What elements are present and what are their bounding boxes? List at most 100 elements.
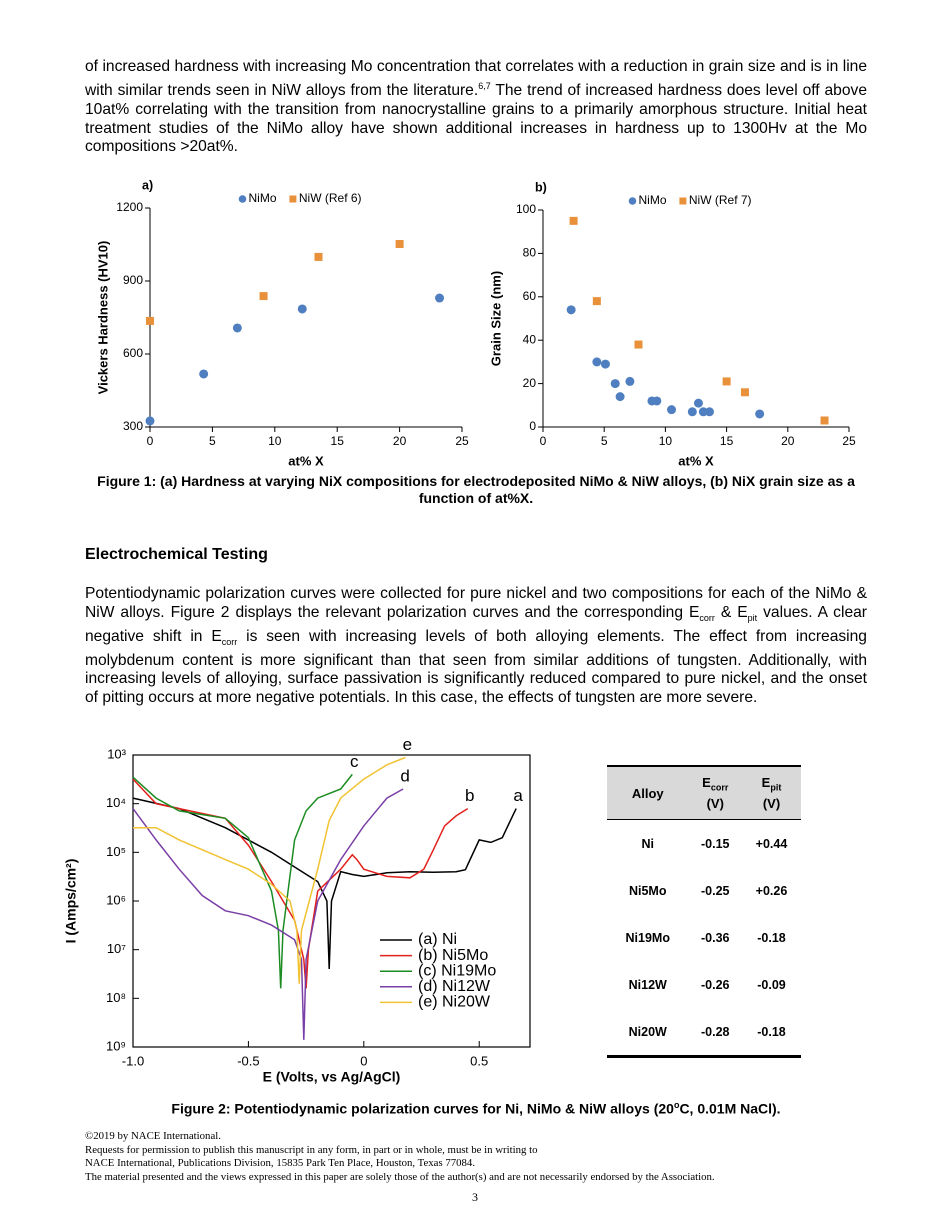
paragraph: Potentiodynamic polarization curves were… bbox=[85, 585, 867, 708]
x-tick-label: 0 bbox=[360, 1053, 367, 1068]
legend-label: NiMo bbox=[639, 193, 667, 207]
x-tick-label: 20 bbox=[781, 434, 795, 448]
x-tick-label: 25 bbox=[455, 434, 469, 448]
section-heading: Electrochemical Testing bbox=[85, 546, 268, 563]
text-run: Potentiodynamic polarization curves were… bbox=[85, 585, 867, 621]
x-tick-label: 25 bbox=[842, 434, 856, 448]
text-run: values. A clear negative shift in E bbox=[85, 603, 867, 645]
y-tick-label: 300 bbox=[123, 419, 143, 433]
y-tick-label: 900 bbox=[123, 273, 143, 287]
data-point bbox=[146, 316, 154, 325]
data-point bbox=[232, 323, 242, 333]
subscript: corr bbox=[710, 782, 729, 793]
table-cell: -0.25 bbox=[700, 883, 730, 898]
x-tick-label: 15 bbox=[720, 434, 734, 448]
figure-caption: Figure 2: Potentiodynamic polarization c… bbox=[85, 1097, 867, 1118]
table-cell: -0.18 bbox=[757, 1024, 786, 1039]
superscript: 6,7 bbox=[478, 80, 491, 91]
y-tick-label: 100 bbox=[516, 202, 536, 216]
superscript: o bbox=[673, 1100, 680, 1110]
curve-label: b bbox=[465, 786, 474, 805]
table-cell: Ni bbox=[641, 836, 654, 851]
curve-label: e bbox=[403, 735, 412, 754]
data-point bbox=[435, 293, 445, 303]
data-point bbox=[259, 292, 268, 301]
legend-label: (a) Ni bbox=[418, 931, 457, 948]
chart-title: b) bbox=[535, 180, 547, 194]
data-point bbox=[755, 409, 765, 419]
y-axis-label: Vickers Hardness (HV10) bbox=[95, 241, 110, 395]
y-tick-label: 60 bbox=[523, 289, 537, 303]
y-tick-label: 80 bbox=[523, 246, 537, 260]
footer-line: ©2019 by NACE International. bbox=[85, 1130, 221, 1142]
legend-marker bbox=[628, 197, 637, 205]
x-axis-label: at% X bbox=[288, 453, 324, 468]
x-tick-label: 10 bbox=[268, 434, 282, 448]
text-run: is seen with increasing levels of both a… bbox=[85, 627, 867, 707]
header-text: Alloy bbox=[631, 785, 664, 801]
figure-caption: Figure 1: (a) Hardness at varying NiX co… bbox=[97, 473, 855, 506]
data-point bbox=[592, 297, 601, 306]
y-tick-label: 40 bbox=[523, 332, 537, 346]
y-tick-label: 10³ bbox=[107, 746, 126, 761]
table-cell: Ni5Mo bbox=[628, 883, 667, 898]
x-tick-label: -0.5 bbox=[237, 1053, 259, 1068]
data-point bbox=[667, 405, 677, 415]
data-point bbox=[297, 304, 307, 314]
subscript: pit bbox=[770, 782, 782, 793]
text-run: The trend of increased hardness does lev… bbox=[85, 81, 867, 156]
y-axis-label: Grain Size (nm) bbox=[488, 271, 503, 366]
footer-line: The material presented and the views exp… bbox=[85, 1170, 715, 1183]
footer-line: Requests for permission to publish this … bbox=[85, 1143, 538, 1156]
y-tick-label: 10⁷ bbox=[107, 941, 126, 956]
legend-label: NiW (Ref 6) bbox=[299, 191, 362, 205]
subscript: pit bbox=[747, 612, 758, 623]
x-tick-label: 0 bbox=[147, 434, 154, 448]
data-point bbox=[600, 359, 610, 369]
table-cell: -0.26 bbox=[700, 977, 730, 992]
table-row: Ni12W -0.26 -0.09 bbox=[607, 961, 801, 1008]
legend-label: NiW (Ref 7) bbox=[689, 193, 752, 207]
table-row: Ni5Mo -0.25 +0.26 bbox=[607, 867, 801, 914]
curve bbox=[132, 797, 517, 970]
data-point bbox=[687, 407, 697, 417]
subscript: corr bbox=[221, 636, 238, 647]
data-point bbox=[693, 398, 703, 408]
data-point bbox=[704, 407, 714, 417]
x-tick-label: -1.0 bbox=[122, 1053, 144, 1068]
data-point bbox=[145, 416, 155, 426]
y-axis-label: I (Amps/cm²) bbox=[63, 859, 79, 944]
data-point bbox=[592, 357, 602, 367]
y-tick-label: 10⁴ bbox=[106, 795, 126, 810]
legend-label: (b) Ni5Mo bbox=[418, 947, 488, 964]
text-run: & E bbox=[714, 603, 748, 621]
table-row: Ni19Mo -0.36 -0.18 bbox=[607, 914, 801, 961]
x-axis-label: at% X bbox=[678, 453, 714, 468]
x-tick-label: 10 bbox=[659, 434, 673, 448]
text-run: Figure 2: Potentiodynamic polarization c… bbox=[171, 1100, 674, 1117]
data-point bbox=[395, 240, 404, 249]
x-tick-label: 20 bbox=[393, 434, 407, 448]
page-number: 3 bbox=[472, 1190, 478, 1204]
table-cell: -0.15 bbox=[700, 836, 730, 851]
table-cell: Ni20W bbox=[628, 1024, 667, 1039]
curve-label: c bbox=[350, 752, 359, 771]
y-tick-label: 10⁹ bbox=[106, 1038, 126, 1053]
data-point bbox=[566, 305, 576, 315]
text-run: of increased hardness with increasing Mo… bbox=[85, 58, 867, 99]
table-header: Alloy bbox=[607, 765, 689, 820]
y-tick-label: 600 bbox=[123, 346, 143, 360]
x-tick-label: 0 bbox=[540, 434, 547, 448]
data-point bbox=[314, 252, 323, 261]
y-tick-label: 1200 bbox=[116, 200, 143, 214]
legend-label: (e) Ni20W bbox=[418, 994, 491, 1011]
curve-label: d bbox=[400, 767, 409, 786]
legend-marker bbox=[238, 195, 247, 203]
y-tick-label: 10⁶ bbox=[106, 892, 126, 907]
data-point bbox=[634, 340, 643, 349]
y-tick-label: 10⁸ bbox=[106, 990, 126, 1005]
results-table: Alloy Ecorr (V) Epit (V) Ni -0.15 +0.44 Ni5Mo -0.… bbox=[607, 765, 801, 1058]
table-cell: -0.36 bbox=[700, 930, 730, 945]
data-point bbox=[615, 392, 625, 402]
